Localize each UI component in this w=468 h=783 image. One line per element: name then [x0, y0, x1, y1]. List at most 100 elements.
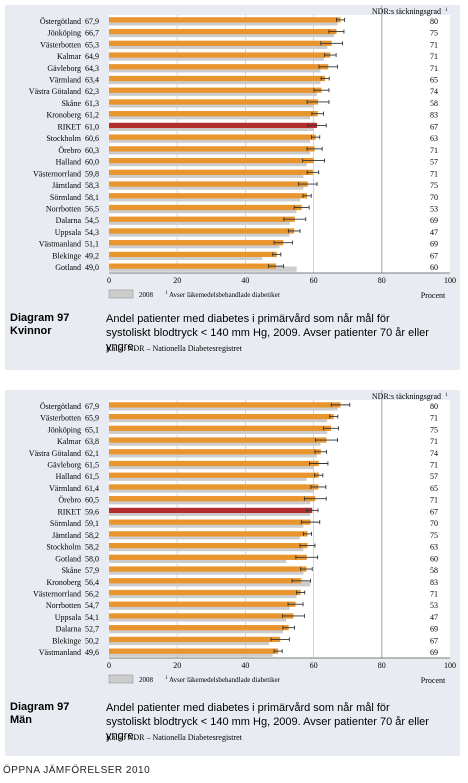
coverage-value: 70: [430, 519, 438, 528]
value-label: 58,0: [85, 554, 99, 563]
chart-panel-men: NDR:s täckningsgrad 1 Östergötland 67,9 80 Vä…: [5, 390, 460, 756]
chart-svg: NDR:s täckningsgrad 1 Östergötland 67,9 80 Vä…: [29, 390, 456, 685]
value-label: 64,3: [85, 64, 99, 73]
coverage-value: 75: [430, 29, 438, 38]
coverage-value: 65: [430, 484, 438, 493]
row-label: Halland: [56, 158, 81, 167]
legend-2008-label: 2008: [139, 676, 154, 684]
row-label: Norrbotten: [46, 601, 81, 610]
coverage-value: 69: [430, 240, 438, 249]
value-label: 65,1: [85, 425, 99, 434]
coverage-value: 74: [430, 87, 438, 96]
row-label: Sörmland: [50, 193, 81, 202]
bar: [109, 157, 314, 164]
row-label: Jönköping: [48, 29, 81, 38]
value-label: 60,0: [85, 158, 99, 167]
caption-group: Kvinnor: [10, 325, 52, 337]
value-label: 66,7: [85, 29, 99, 38]
bar-2008: [109, 604, 290, 610]
row-label: Blekinge: [52, 251, 81, 260]
coverage-value: 53: [430, 205, 438, 214]
value-label: 62,3: [85, 87, 99, 96]
coverage-value: 75: [430, 181, 438, 190]
row-label: Dalarna: [56, 625, 82, 634]
coverage-value: 71: [430, 40, 438, 49]
bar-2008: [109, 405, 338, 411]
coverage-value: 83: [430, 578, 438, 587]
bar-2008: [109, 31, 335, 38]
row-label: Värmland: [49, 76, 81, 85]
value-label: 57,9: [85, 566, 99, 575]
x-tick-label: 80: [378, 661, 386, 670]
coverage-value: 71: [430, 169, 438, 178]
row-label: Västernorrland: [33, 169, 81, 178]
coverage-value: 60: [430, 263, 438, 272]
coverage-value: 63: [430, 134, 438, 143]
x-tick-label: 20: [173, 661, 181, 670]
row-label: Blekinge: [52, 636, 81, 645]
row-label: Uppsala: [55, 613, 82, 622]
value-label: 67,9: [85, 402, 99, 411]
caption-text: Andel patienter med diabetes i primärvår…: [106, 702, 429, 742]
x-tick-label: 20: [173, 276, 181, 285]
coverage-value: 47: [430, 228, 438, 237]
bar-2008: [109, 522, 304, 528]
legend-note-sup: 1: [165, 291, 168, 296]
legend-note: Avser läkemedelsbehandlade diabetiker: [169, 291, 281, 299]
coverage-value: 67: [430, 507, 438, 516]
bar: [109, 542, 308, 549]
bar-2008: [109, 90, 318, 96]
x-tick-label: 0: [107, 661, 111, 670]
caption-source: Källa: NDR – Nationella Diabetesregistre…: [106, 733, 242, 742]
coverage-value: 69: [430, 648, 438, 657]
caption-number: Diagram 97: [10, 701, 70, 713]
x-unit-label: Procent: [421, 676, 446, 685]
bar-2008: [109, 149, 311, 155]
x-unit-label: Procent: [421, 291, 446, 300]
coverage-value: 83: [430, 111, 438, 120]
bar: [109, 64, 329, 70]
row-label: Västmanland: [39, 240, 81, 249]
row-label: Östergötland: [40, 17, 81, 26]
x-tick-label: 60: [310, 276, 318, 285]
coverage-header-sup: 1: [445, 8, 448, 13]
bar-2008: [109, 172, 304, 178]
row-label: Gotland: [55, 554, 81, 563]
row-label: Skåne: [61, 99, 81, 108]
bar: [109, 87, 322, 93]
coverage-value: 69: [430, 625, 438, 634]
bar: [109, 413, 334, 420]
bar: [109, 472, 319, 478]
bar-2008: [109, 487, 314, 493]
bar: [109, 437, 327, 443]
coverage-value: 65: [430, 76, 438, 85]
bar: [109, 554, 307, 560]
coverage-header-sup: 1: [445, 393, 448, 398]
bar-2008: [109, 534, 300, 540]
bar-2008: [109, 510, 311, 517]
bar: [109, 228, 295, 234]
value-label: 54,7: [85, 601, 99, 610]
value-label: 61,5: [85, 461, 99, 470]
value-label: 54,5: [85, 216, 99, 225]
coverage-value: 74: [430, 449, 438, 458]
coverage-value: 71: [430, 590, 438, 599]
row-label: Kalmar: [57, 437, 81, 446]
bar-2008: [109, 20, 338, 26]
value-label: 58,2: [85, 531, 99, 540]
coverage-value: 71: [430, 64, 438, 73]
coverage-value: 71: [430, 437, 438, 446]
coverage-value: 57: [430, 158, 438, 167]
value-label: 49,6: [85, 648, 99, 657]
legend-2008-swatch: [108, 289, 134, 299]
value-label: 54,1: [85, 613, 99, 622]
bar-2008: [109, 254, 263, 261]
row-label: Gävleborg: [47, 64, 81, 73]
value-label: 60,5: [85, 496, 99, 505]
bar: [109, 507, 313, 514]
bar: [109, 402, 341, 408]
value-label: 56,2: [85, 590, 99, 599]
bar-2008: [109, 184, 304, 190]
bar: [109, 251, 277, 258]
row-label: Gävleborg: [47, 461, 81, 470]
